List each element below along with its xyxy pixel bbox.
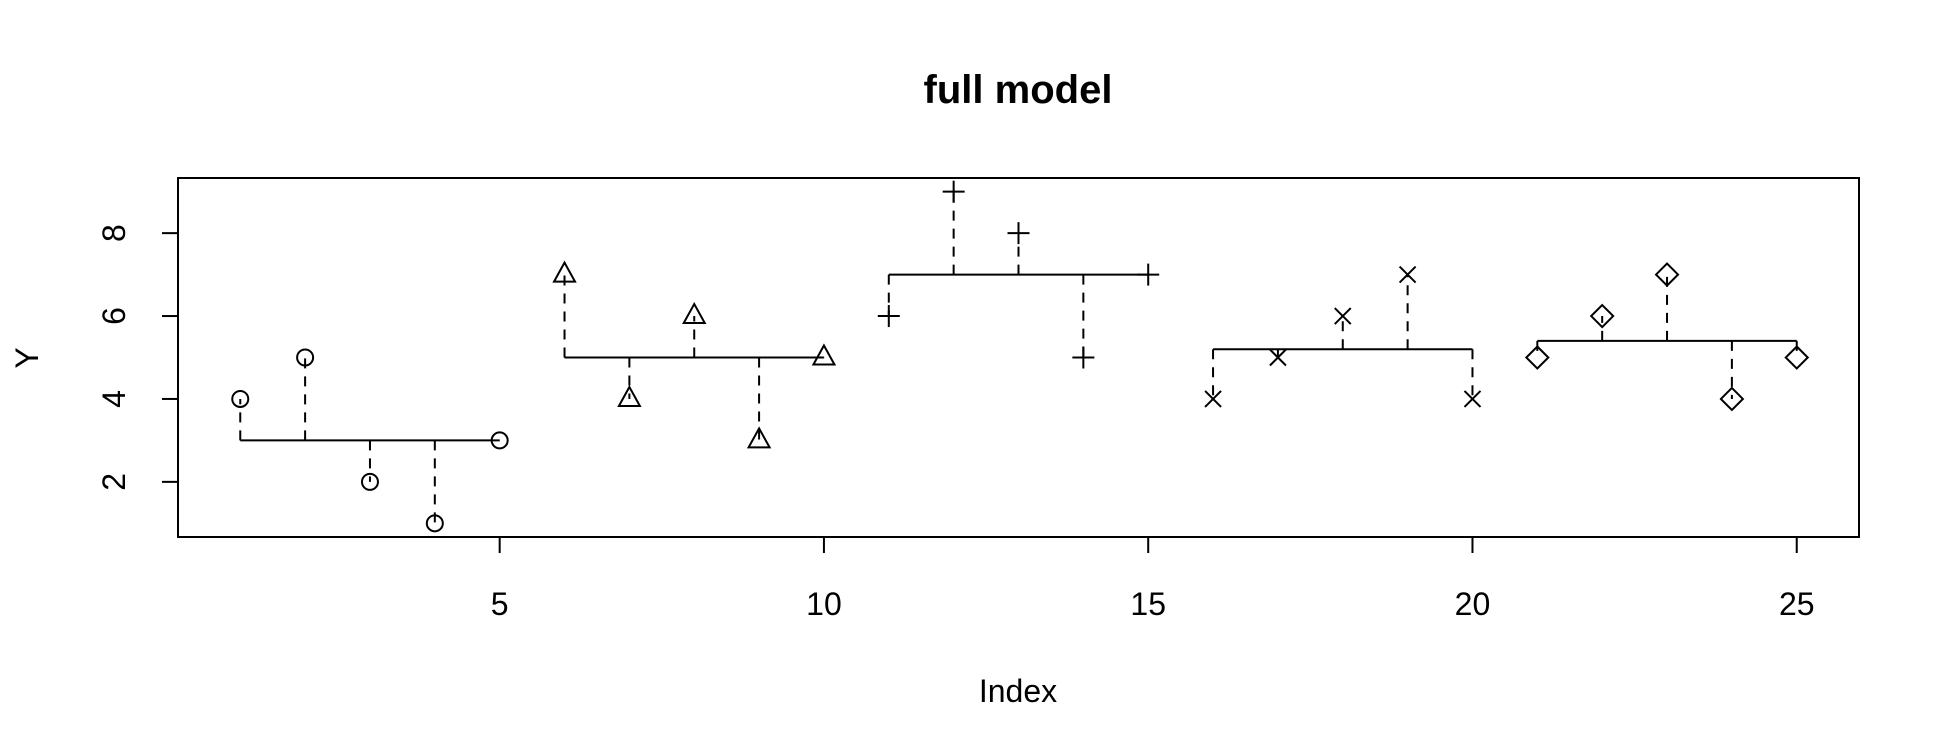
series-group-5 (1524, 262, 1810, 412)
y-axis-label: Y (9, 347, 45, 368)
triangle-marker-shape (746, 426, 772, 449)
triangle-marker-shape (552, 260, 577, 283)
x-tick-label: 5 (491, 586, 509, 622)
x-tick-label: 20 (1455, 586, 1491, 622)
circle-marker-shape (296, 348, 315, 367)
data-point-plus-marker (1007, 222, 1030, 245)
diamond-marker-shape (1719, 386, 1745, 412)
data-point-circle-marker (360, 472, 379, 491)
diamond-marker-shape (1784, 345, 1810, 370)
cross-marker-b (1269, 348, 1287, 367)
data-point-plus-marker (1137, 263, 1160, 286)
cross-marker-b (1334, 307, 1352, 325)
diamond-marker-shape (1654, 262, 1680, 288)
data-point-circle-marker (296, 348, 315, 367)
data-point-triangle-marker (811, 343, 837, 366)
plot-marks (231, 180, 1810, 533)
cross-marker-b (1463, 390, 1482, 408)
x-tick-label: 10 (806, 586, 842, 622)
triangle-marker-shape (617, 384, 642, 407)
data-point-diamond-marker (1654, 262, 1680, 288)
series-group-4 (1204, 265, 1482, 408)
y-axis: 2 4 6 8 (96, 224, 179, 491)
data-point-plus-marker (1072, 346, 1095, 369)
data-point-plus-marker (942, 180, 965, 203)
data-point-triangle-marker (746, 426, 772, 449)
triangle-marker-shape (811, 343, 837, 366)
diamond-marker-shape (1589, 303, 1615, 329)
y-tick-label: 2 (96, 473, 132, 491)
cross-marker-b (1398, 265, 1417, 284)
data-point-circle-marker (490, 431, 509, 450)
data-point-diamond-marker (1784, 345, 1810, 370)
data-point-plus-marker (877, 305, 900, 328)
x-axis: 5 10 15 20 25 (491, 536, 1815, 622)
series-group-3 (877, 180, 1160, 369)
data-point-circle-marker (425, 514, 444, 533)
series-group-2 (552, 260, 837, 449)
data-point-triangle-marker (552, 260, 577, 283)
x-axis-label: Index (979, 673, 1057, 709)
circle-marker-shape (360, 472, 379, 491)
circle-marker-shape (425, 514, 444, 533)
data-point-triangle-marker (682, 301, 707, 325)
y-tick-label: 6 (96, 307, 132, 325)
data-point-diamond-marker (1589, 303, 1615, 329)
data-point-cross-marker (1269, 348, 1287, 367)
circle-marker-shape (231, 389, 250, 408)
x-tick-label: 15 (1130, 586, 1166, 622)
data-point-cross-marker (1334, 307, 1352, 325)
series-group-1 (231, 348, 509, 533)
data-point-cross-marker (1204, 390, 1222, 408)
data-point-diamond-marker (1524, 345, 1550, 370)
x-tick-label: 25 (1779, 586, 1815, 622)
diamond-marker-shape (1524, 345, 1550, 370)
cross-marker-b (1204, 390, 1222, 408)
circle-marker-shape (490, 431, 509, 450)
y-tick-label: 4 (96, 390, 132, 408)
data-point-diamond-marker (1719, 386, 1745, 412)
data-point-triangle-marker (617, 384, 642, 407)
triangle-marker-shape (682, 301, 707, 325)
data-point-circle-marker (231, 389, 250, 408)
data-point-cross-marker (1398, 265, 1417, 284)
data-point-cross-marker (1463, 390, 1482, 408)
chart-title: full model (924, 68, 1113, 112)
y-tick-label: 8 (96, 224, 132, 242)
